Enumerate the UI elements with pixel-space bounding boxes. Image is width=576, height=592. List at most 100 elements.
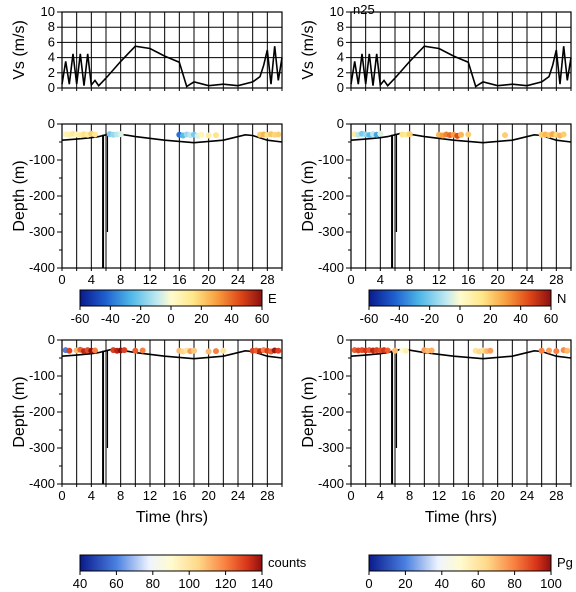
colorbar-tick-label: -60 [360, 311, 379, 326]
y-tick-label: 6 [48, 34, 55, 49]
y-axis-label: Depth (m) [300, 160, 317, 231]
data-point [428, 347, 435, 354]
x-tick-label: 16 [461, 272, 475, 287]
colorbar-tick-label: -60 [71, 311, 90, 326]
x-tick-label: 20 [201, 488, 215, 503]
colorbar-tick-label: -20 [420, 311, 439, 326]
x-tick-label: 12 [143, 488, 157, 503]
x-tick-label: 0 [58, 272, 65, 287]
x-tick-label: 8 [117, 488, 124, 503]
colorbar-tick-label: -20 [131, 311, 150, 326]
data-point [220, 347, 227, 354]
colorbar-tick-label: 20 [398, 576, 412, 591]
y-tick-label: 10 [330, 4, 344, 19]
colorbar-e-label: E [268, 291, 277, 306]
data-point [564, 347, 571, 354]
y-axis-label: Depth (m) [11, 160, 28, 231]
colorbar-counts-label: counts [268, 555, 307, 570]
x-tick-label: 16 [172, 488, 186, 503]
y-axis-label: Vs (m/s) [11, 20, 28, 80]
colorbar-tick-label: 60 [544, 311, 558, 326]
colorbar-n: N -60 -40 -20 0 20 40 60 [360, 289, 566, 326]
y-tick-label: 10 [41, 4, 55, 19]
x-tick-label: 12 [432, 272, 446, 287]
x-tick-label: 20 [201, 272, 215, 287]
y-tick-label: -200 [29, 404, 55, 419]
colorbar-pg: Pg 0 20 40 60 80 100 [365, 554, 573, 591]
data-point [66, 347, 73, 354]
colorbar-n-label: N [557, 291, 566, 306]
y-tick-label: -400 [29, 476, 55, 491]
x-tick-label: 20 [490, 272, 504, 287]
x-tick-label: 24 [231, 272, 245, 287]
x-tick-label: 0 [347, 272, 354, 287]
axes-frame [350, 11, 572, 89]
x-tick-label: 20 [490, 488, 504, 503]
data-point [546, 347, 552, 354]
x-axis-label: Time (hrs) [136, 509, 208, 526]
colorbar-pg-ticks: 0 20 40 60 80 100 [365, 571, 562, 591]
y-axis-label: Vs (m/s) [300, 20, 317, 80]
data-point [191, 347, 197, 354]
x-tick-label: 28 [549, 272, 563, 287]
x-tick-label: 24 [231, 488, 245, 503]
colorbar-tick-label: 40 [513, 311, 527, 326]
axes-frame [61, 339, 283, 485]
y-tick-label: 8 [337, 19, 344, 34]
colorbar-tick-label: 120 [215, 576, 237, 591]
colorbar-tick-label: 60 [471, 576, 485, 591]
y-axis-label: Depth (m) [300, 376, 317, 447]
data-point [465, 131, 472, 138]
surface-line [61, 132, 283, 144]
data-point [275, 131, 282, 138]
x-tick-label: 8 [406, 272, 413, 287]
y-tick-label: -100 [318, 152, 344, 167]
y-axis-label: Depth (m) [11, 376, 28, 447]
data-point [560, 131, 567, 138]
y-tick-label: -100 [29, 152, 55, 167]
data-point [198, 131, 205, 138]
data-point [377, 130, 384, 137]
colorbar-tick-label: 20 [483, 311, 497, 326]
data-point [92, 347, 98, 354]
data-point [205, 348, 212, 355]
data-point [213, 348, 219, 355]
data-point [384, 347, 391, 354]
colorbar-tick-label: -40 [101, 311, 120, 326]
colorbar-counts-ticks: 40 60 80 100 120 140 [73, 571, 273, 591]
x-tick-label: 0 [58, 488, 65, 503]
colorbar-e-gradient [79, 289, 263, 307]
data-point [121, 347, 128, 354]
y-tick-label: -400 [29, 260, 55, 275]
axes-frame [350, 123, 572, 269]
colorbar-tick-label: 60 [255, 311, 269, 326]
colorbar-tick-label: 100 [178, 576, 200, 591]
colorbar-tick-label: 40 [435, 576, 449, 591]
vs-series-line [350, 45, 572, 88]
colorbar-tick-label: 80 [507, 576, 521, 591]
y-tick-label: 2 [337, 65, 344, 80]
y-tick-label: -300 [29, 440, 55, 455]
y-tick-label: 0 [48, 332, 55, 347]
x-tick-label: 16 [172, 272, 186, 287]
x-tick-label: 16 [461, 488, 475, 503]
x-tick-label: 12 [143, 272, 157, 287]
y-tick-label: 6 [337, 34, 344, 49]
y-tick-label: -400 [318, 476, 344, 491]
y-tick-label: -400 [318, 260, 344, 275]
y-tick-label: -300 [318, 440, 344, 455]
axes-frame [350, 339, 572, 485]
data-point [117, 131, 124, 138]
data-point [406, 131, 413, 138]
data-point [458, 131, 464, 138]
colorbar-n-ticks: -60 -40 -20 0 20 40 60 [360, 306, 558, 326]
data-point [92, 131, 98, 138]
colorbar-e: E -60 -40 -20 0 20 40 60 [71, 289, 277, 326]
x-axis-label: Time (hrs) [425, 509, 497, 526]
y-tick-label: 0 [337, 116, 344, 131]
data-point [205, 132, 212, 139]
